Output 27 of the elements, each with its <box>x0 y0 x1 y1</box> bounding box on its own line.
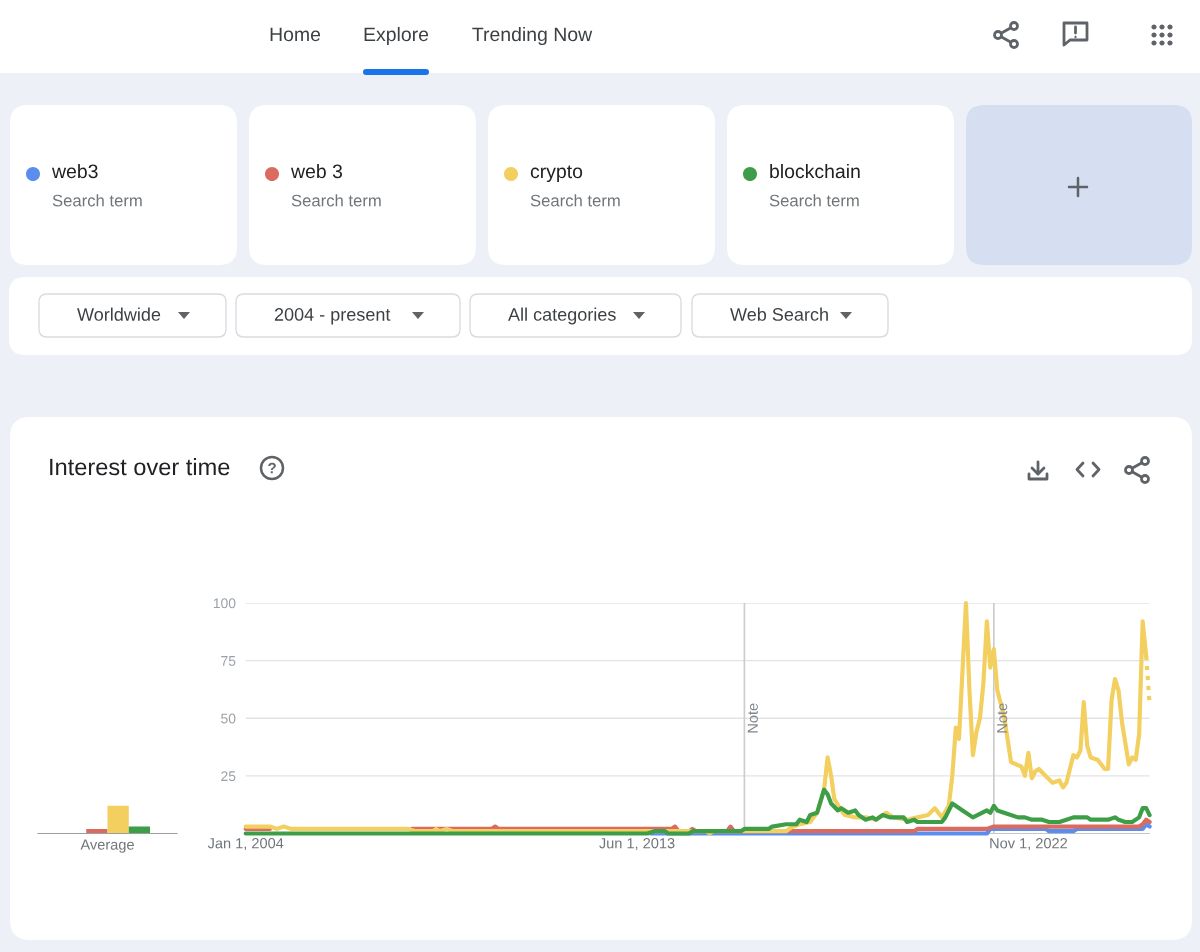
text: Search term <box>769 194 859 207</box>
text: All categories <box>508 307 616 325</box>
y-tick-label: 50 <box>221 713 236 724</box>
chart-title: Interest over time <box>50 457 230 476</box>
text: Explore <box>364 26 429 46</box>
y-tick-label: 25 <box>221 771 236 782</box>
x-tick-label: Average <box>80 839 134 853</box>
y-tick-label: 75 <box>221 656 236 666</box>
y-tick-label: 100 <box>213 598 236 609</box>
text: Home <box>270 27 321 42</box>
text: Worldwide <box>77 307 161 321</box>
line-series <box>243 787 1152 836</box>
text: Search term <box>530 194 620 207</box>
x-tick-label: Nov 1, 2022 <box>990 838 1068 851</box>
x-tick-label: Jan 1, 2004 <box>207 838 284 851</box>
legend-label: web3 <box>51 163 98 179</box>
legend-label: crypto <box>530 165 583 183</box>
text: Web Search <box>730 307 828 321</box>
text: Search term <box>52 194 142 207</box>
x-tick-label: Jun 1, 2013 <box>599 838 675 851</box>
text: Trending Now <box>472 26 593 46</box>
ref-line-label: Note <box>747 703 758 733</box>
text: 2004 - present <box>274 308 391 325</box>
legend-label: web 3 <box>290 163 343 179</box>
text: Search term <box>291 194 381 207</box>
legend-label: blockchain <box>770 163 860 179</box>
ref-line-label: Note <box>997 703 1008 733</box>
